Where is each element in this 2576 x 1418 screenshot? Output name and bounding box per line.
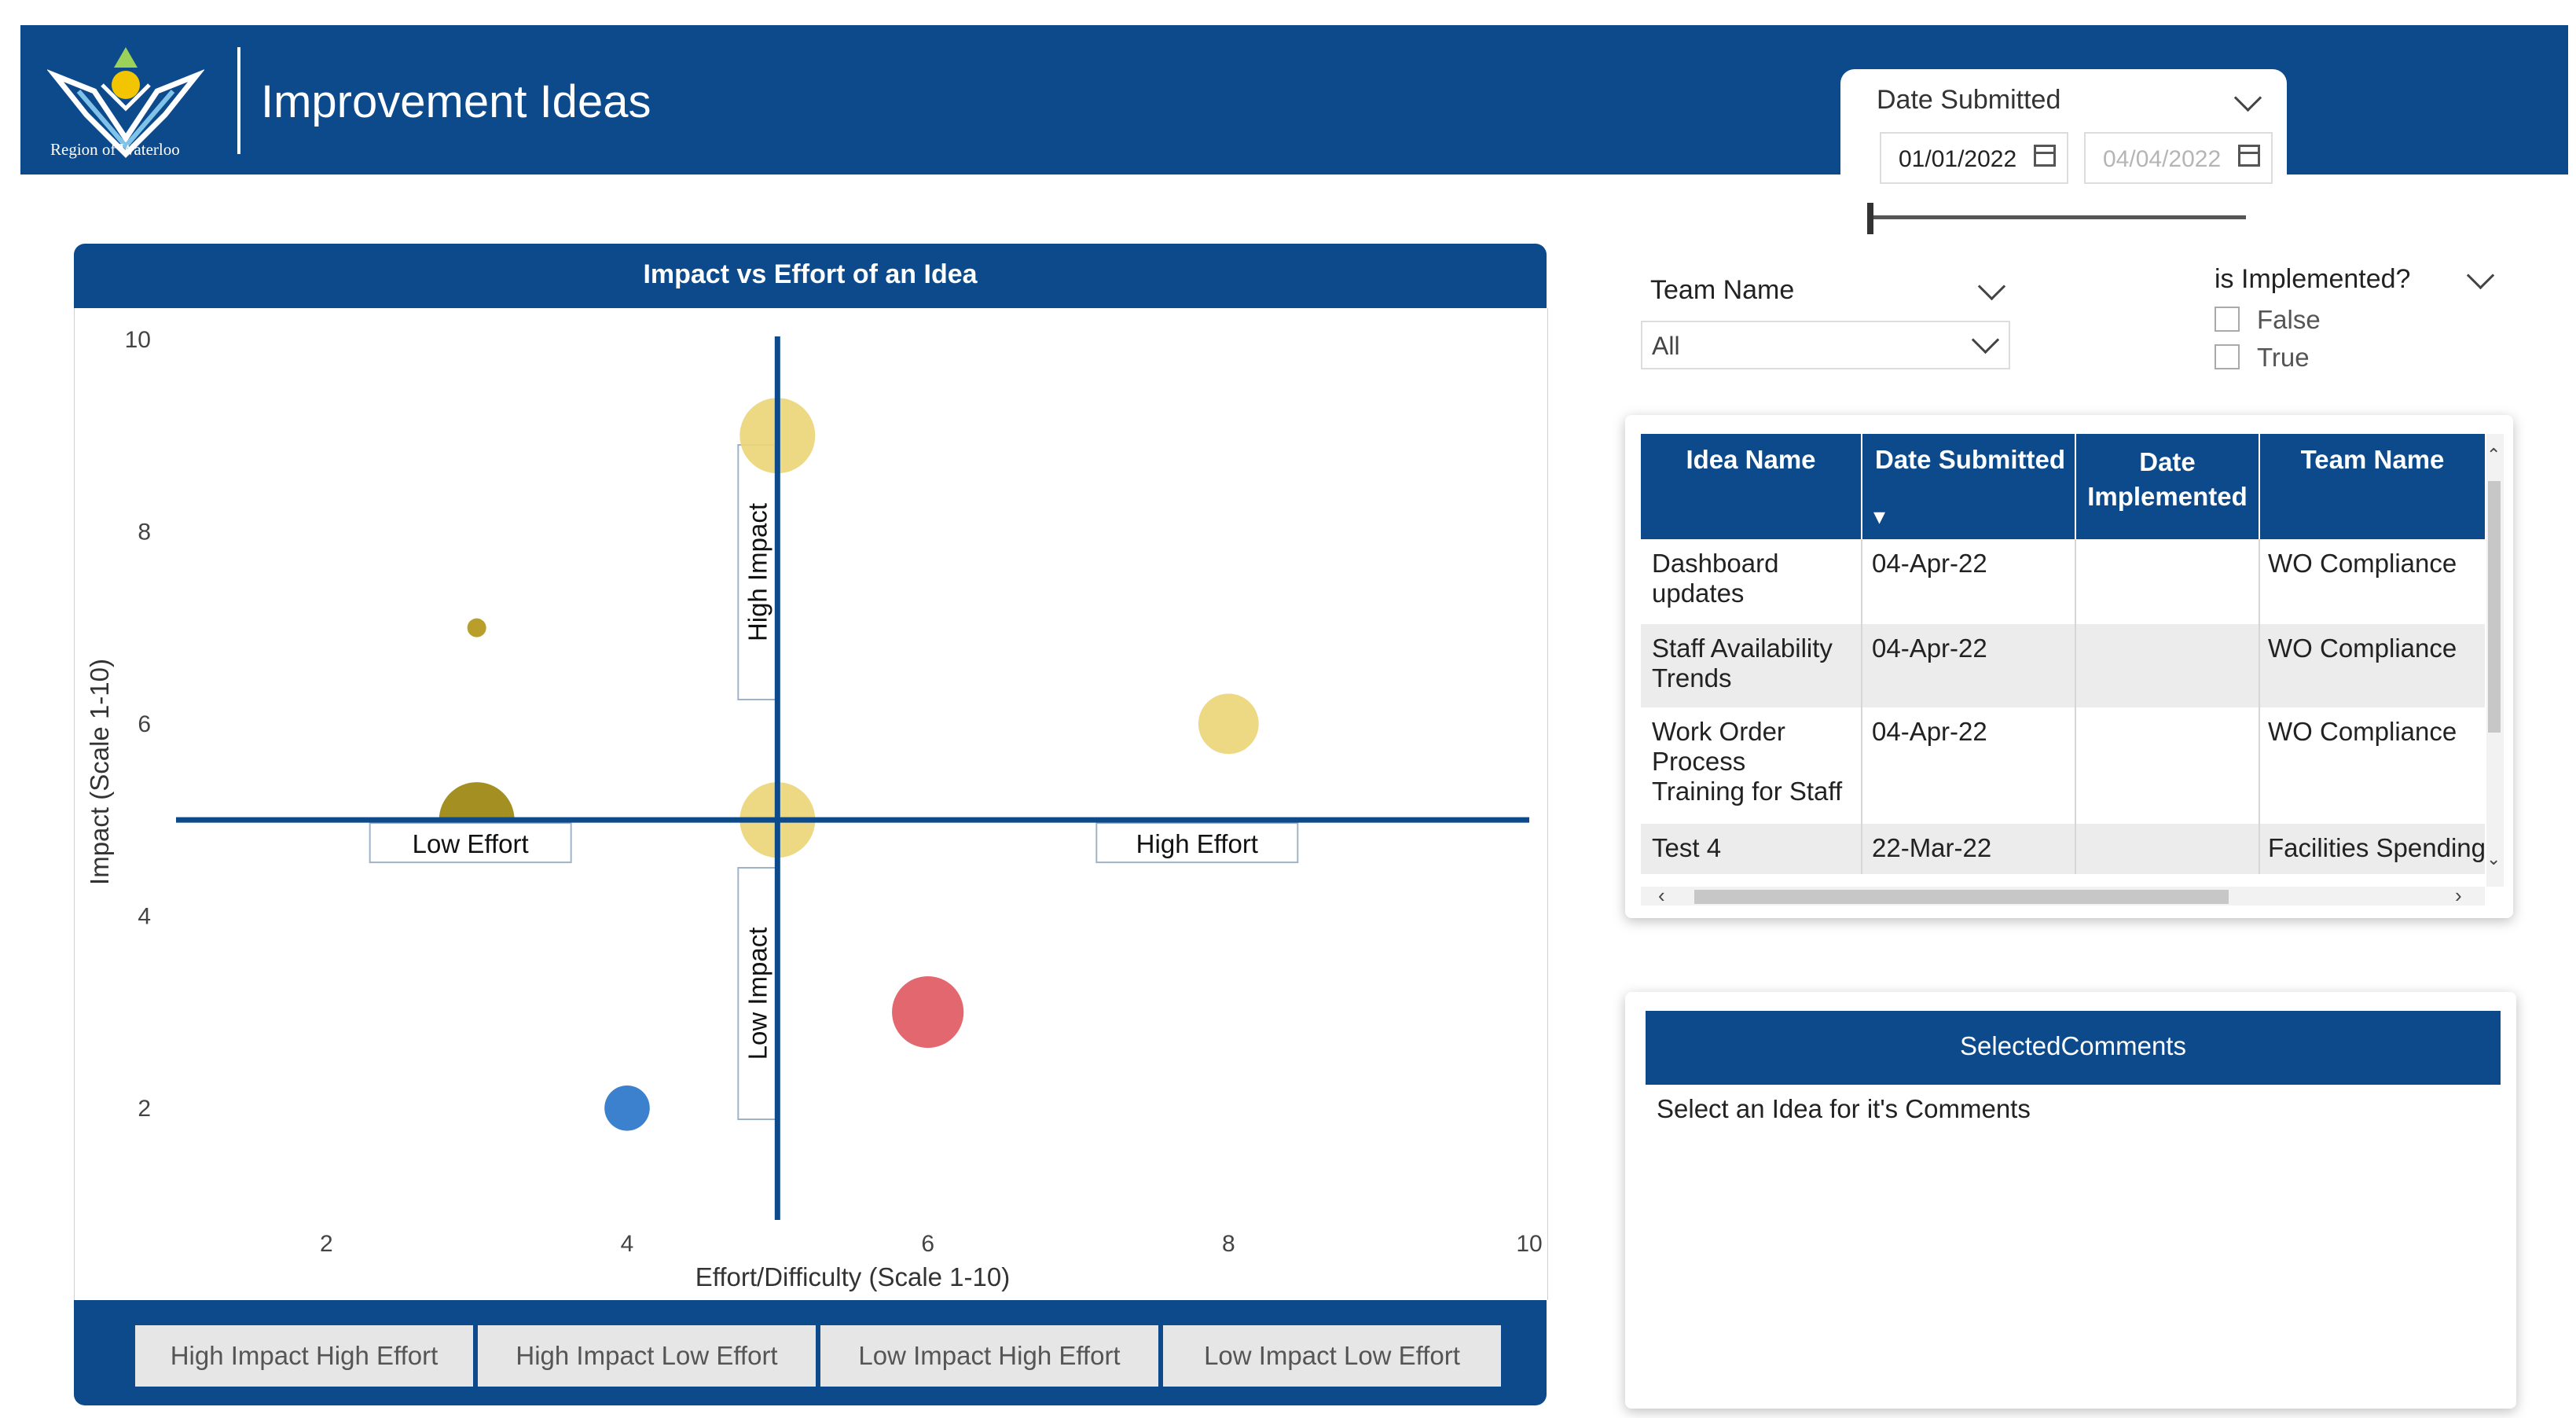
cell-date-submitted: 04-Apr-22 [1872, 549, 1987, 578]
column-divider [2075, 434, 2076, 539]
table-row[interactable] [1641, 624, 2485, 707]
comments-placeholder: Select an Idea for it's Comments [1657, 1094, 2031, 1123]
cell-team-name: WO Compliance [2268, 717, 2457, 746]
date-filter-label: Date Submitted [1877, 85, 2061, 115]
y-tick-label: 6 [138, 711, 151, 737]
x-axis-title: Effort/Difficulty (Scale 1-10) [695, 1262, 1010, 1291]
cell-team-name: Facilities Spending [2268, 833, 2485, 862]
team-name-dropdown[interactable]: All [1641, 321, 2010, 369]
column-divider [2259, 434, 2260, 539]
scroll-up-icon[interactable]: ⌃ [2486, 445, 2501, 465]
calendar-icon[interactable] [2238, 145, 2260, 167]
chart-title: Impact vs Effort of an Idea [643, 259, 978, 289]
cell-date-submitted: 04-Apr-22 [1872, 717, 1987, 746]
high-impact-low-effort-button[interactable]: High Impact Low Effort [478, 1325, 816, 1387]
impact-effort-scatter[interactable]: 2 4 6 8 10 2 4 6 8 10 Effort/Difficulty (Scale 1-1… [74, 308, 1547, 1300]
end-date-value: 04/04/2022 [2103, 146, 2222, 172]
column-divider [1861, 434, 1862, 539]
cell-team-name: WO Compliance [2268, 634, 2457, 663]
true-option-label: True [2257, 343, 2310, 372]
low-impact-low-effort-button[interactable]: Low Impact Low Effort [1163, 1325, 1501, 1387]
cell-date-submitted: 04-Apr-22 [1872, 634, 1987, 663]
scroll-down-icon[interactable]: ⌄ [2486, 849, 2501, 869]
implemented-filter-label: is Implemented? [2215, 264, 2411, 294]
comments-header: SelectedComments [1646, 1011, 2501, 1085]
sort-desc-icon: ▾ [1873, 504, 1886, 530]
high-impact-label: High Impact [743, 503, 772, 641]
bubble-point[interactable] [1198, 693, 1259, 755]
col-date-submitted[interactable]: Date Submitted [1875, 445, 2066, 474]
start-date-value: 01/01/2022 [1899, 146, 2017, 172]
y-tick-label: 8 [138, 519, 151, 545]
y-tick-label: 10 [125, 327, 151, 353]
high-impact-high-effort-button[interactable]: High Impact High Effort [135, 1325, 473, 1387]
bubble-point[interactable] [467, 618, 486, 637]
high-effort-label: High Effort [1136, 829, 1258, 858]
org-name: Region of Waterloo [50, 140, 180, 159]
start-date-input[interactable]: 01/01/2022 [1880, 132, 2068, 184]
column-divider [2259, 539, 2260, 874]
x-tick-label: 8 [1222, 1231, 1235, 1257]
table-row[interactable] [1641, 824, 2485, 874]
x-tick-label: 2 [320, 1231, 333, 1257]
cell-idea-name: Dashboard updates [1652, 549, 1779, 608]
cell-idea-name: Work Order Process Training for Staff [1652, 717, 1843, 806]
high-effort-label-box [1095, 822, 1299, 864]
chevron-down-icon [1971, 325, 2000, 354]
low-effort-label-box [369, 822, 572, 864]
chevron-down-icon[interactable] [1977, 272, 2006, 301]
page-title: Improvement Ideas [261, 76, 651, 127]
col-team-name[interactable]: Team Name [2300, 445, 2445, 474]
y-axis-title: Impact (Scale 1-10) [85, 659, 114, 885]
cell-team-name: WO Compliance [2268, 549, 2457, 578]
column-divider [2075, 539, 2076, 874]
team-dropdown-value: All [1652, 332, 1680, 360]
table-row[interactable] [1641, 707, 2485, 824]
team-filter-label: Team Name [1650, 275, 1795, 305]
low-impact-high-effort-button[interactable]: Low Impact High Effort [820, 1325, 1158, 1387]
cell-date-submitted: 22-Mar-22 [1872, 833, 1992, 862]
table-row[interactable] [1641, 539, 2485, 624]
scroll-right-icon[interactable]: › [2455, 883, 2462, 907]
true-checkbox[interactable] [2215, 344, 2240, 369]
region-logo-icon [47, 47, 204, 158]
bubble-point[interactable] [892, 975, 964, 1049]
chart-header: Impact vs Effort of an Idea [74, 244, 1547, 308]
calendar-icon[interactable] [2034, 145, 2056, 167]
comments-title: SelectedComments [1960, 1031, 2186, 1060]
low-impact-label: Low Impact [743, 928, 772, 1060]
x-tick-label: 10 [1516, 1231, 1542, 1257]
false-option-label: False [2257, 305, 2321, 334]
scroll-left-icon[interactable]: ‹ [1658, 883, 1665, 907]
table-header [1641, 434, 2485, 539]
cell-idea-name: Test 4 [1652, 833, 1722, 862]
y-tick-label: 2 [138, 1096, 151, 1122]
high-impact-label-box [737, 444, 777, 700]
false-checkbox[interactable] [2215, 307, 2240, 332]
low-effort-label: Low Effort [413, 829, 529, 858]
column-divider [1861, 539, 1862, 874]
col-date-implemented[interactable]: Date Implemented [2087, 447, 2248, 511]
x-tick-label: 6 [921, 1231, 934, 1257]
date-range-slider[interactable] [1870, 215, 2246, 219]
col-idea-name[interactable]: Idea Name [1686, 445, 1816, 474]
header-divider [237, 47, 240, 154]
chevron-down-icon[interactable] [2466, 261, 2495, 290]
end-date-input[interactable]: 04/04/2022 [2084, 132, 2273, 184]
horizontal-scroll-thumb[interactable] [1694, 890, 2229, 904]
cell-idea-name: Staff Availability Trends [1652, 634, 1833, 692]
x-tick-label: 4 [621, 1231, 634, 1257]
bubble-point[interactable] [604, 1085, 650, 1131]
date-slider-handle[interactable] [1867, 203, 1873, 234]
y-tick-label: 4 [138, 903, 151, 929]
vertical-scroll-thumb[interactable] [2488, 481, 2501, 733]
